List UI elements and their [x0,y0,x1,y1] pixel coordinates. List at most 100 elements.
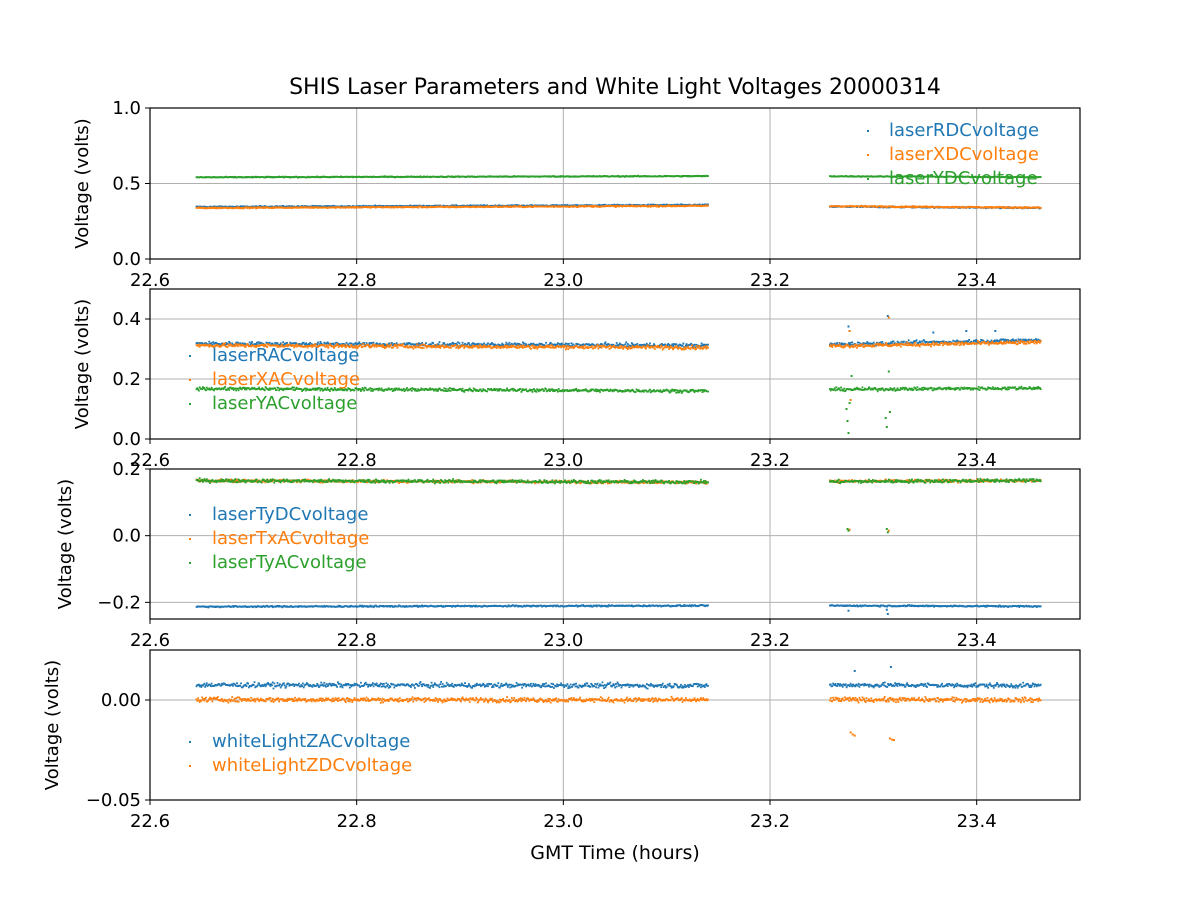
data-point [256,207,258,209]
data-point [202,343,205,346]
series-laserXACvoltage [195,316,1042,413]
data-point [293,346,296,349]
data-point [949,342,951,345]
data-point [210,386,213,389]
data-point [472,344,474,347]
data-point [406,344,408,347]
data-point [672,348,674,351]
data-point [555,346,558,349]
data-point [696,345,698,347]
data-point [209,388,212,391]
data-point [301,342,303,345]
data-point [500,344,503,347]
data-point [496,389,499,392]
outlier-point [932,331,935,334]
data-point [381,346,384,348]
data-point [463,347,466,349]
data-point [892,340,895,343]
data-point [572,346,574,348]
data-point [998,340,1001,343]
data-point [310,345,312,348]
data-point [1023,341,1026,343]
data-point [857,345,860,347]
data-point [1039,341,1041,344]
data-point [460,388,462,391]
data-point [213,389,215,392]
data-point [234,387,237,390]
data-point [449,347,452,349]
data-point [484,206,487,209]
data-point [580,344,583,347]
data-point [591,345,593,348]
data-point [597,347,600,350]
data-point [332,345,334,348]
data-point [538,342,541,345]
data-point [919,341,922,344]
data-point [444,345,446,348]
data-point [274,387,276,390]
data-point [522,344,525,347]
data-point [516,347,519,349]
data-point [228,389,230,391]
data-point [918,340,921,343]
data-point [305,389,307,392]
data-point [572,347,575,349]
data-point [854,345,857,348]
data-point [269,388,272,391]
data-point [449,343,451,345]
data-point [656,204,659,207]
data-point [625,341,628,344]
data-point [263,389,266,392]
data-point [1035,338,1037,340]
data-point [197,388,199,391]
data-point [1039,340,1042,342]
data-point [848,346,851,349]
data-point [441,344,444,347]
data-point [329,390,331,392]
data-point [577,343,580,346]
data-point [914,341,916,344]
data-point [980,342,982,345]
data-point [839,344,842,347]
data-point [551,346,554,349]
data-point [904,342,907,345]
data-point [452,345,455,348]
data-point [608,348,611,350]
data-point [482,388,485,391]
data-point [429,343,432,346]
data-point [309,341,311,344]
data-point [448,389,450,392]
data-point [292,389,295,391]
data-point [838,342,841,344]
outlier-point [994,330,997,332]
data-point [197,342,199,345]
data-point [395,345,397,347]
data-point [856,346,858,349]
data-point [416,343,419,346]
data-point [395,344,398,347]
data-point [1015,340,1017,343]
data-point [327,205,330,207]
data-point [369,387,372,389]
data-point [244,387,247,389]
data-point [905,344,908,346]
data-point [838,343,841,346]
data-point [473,205,476,208]
data-point [672,345,674,347]
data-point [889,342,892,345]
data-point [525,343,527,346]
data-point [336,343,338,345]
data-point [235,389,238,392]
data-point [460,389,463,392]
data-point [329,344,332,347]
data-point [643,343,646,346]
grid-lines [150,108,1080,259]
data-point [461,341,464,344]
data-point [333,388,335,391]
data-point [328,344,330,347]
data-point [393,344,396,347]
data-point [442,389,445,392]
data-point [680,348,683,351]
data-point [910,341,912,344]
